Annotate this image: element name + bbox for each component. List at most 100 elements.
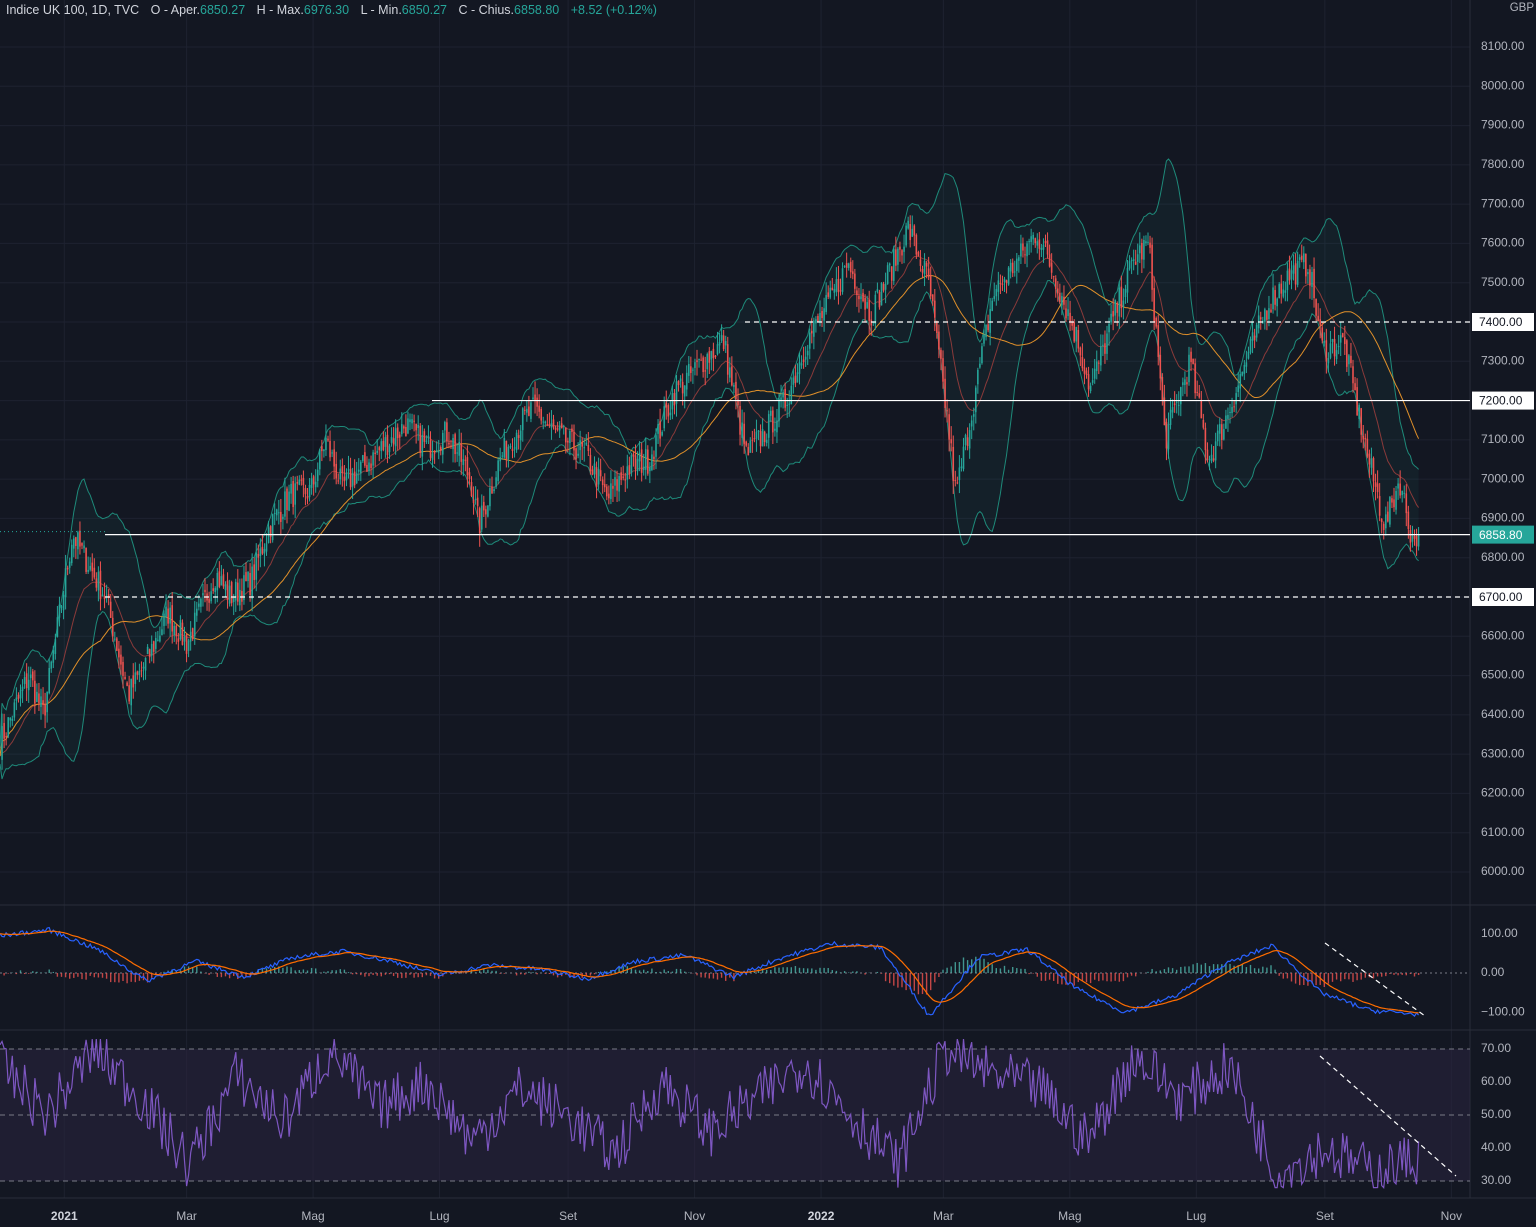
candle (907, 216, 909, 230)
candle (163, 610, 165, 635)
candle-body (269, 526, 272, 537)
candle (661, 430, 663, 437)
candle-body (806, 350, 809, 356)
candle-body (628, 465, 631, 475)
candle-body (257, 553, 260, 558)
candle-body (239, 589, 241, 606)
candle (323, 448, 325, 458)
candle (1300, 244, 1303, 263)
candle-body (1276, 298, 1278, 307)
candle (70, 539, 73, 566)
symbol-name[interactable]: Indice UK 100, 1D, TVC (6, 3, 140, 17)
candle (1212, 445, 1215, 463)
candle (321, 439, 323, 462)
candle (1311, 266, 1313, 300)
candle (1309, 264, 1311, 299)
candle (185, 633, 188, 663)
candle (271, 513, 274, 543)
candle (257, 544, 260, 571)
candle-body (142, 666, 145, 669)
candle-body (265, 543, 268, 552)
candle (419, 423, 422, 458)
candle-body (788, 403, 791, 405)
candle (376, 439, 378, 455)
candle-body (675, 381, 678, 404)
candle (491, 476, 493, 494)
candle (200, 597, 202, 613)
candle (696, 349, 698, 376)
candle (700, 353, 702, 361)
candle-body (1, 726, 3, 760)
candle-body (702, 357, 704, 373)
price-axis-label: 6500.00 (1481, 668, 1525, 682)
candle-body (157, 639, 159, 641)
candle (34, 670, 36, 714)
candle-body (1157, 325, 1160, 357)
candle (905, 222, 907, 248)
candle-body (907, 220, 909, 229)
candle (124, 671, 126, 680)
candle (1, 713, 3, 770)
candle (628, 456, 631, 480)
candle (448, 431, 450, 449)
candle-body (724, 340, 727, 346)
candle-body (552, 419, 555, 428)
candle (511, 438, 514, 459)
candle (1145, 235, 1147, 247)
candle (1069, 300, 1071, 331)
candle-body (595, 467, 598, 487)
candle (1083, 358, 1086, 385)
candle-body (1139, 245, 1141, 254)
candle-body (401, 424, 403, 435)
candle-body (21, 686, 24, 691)
candle-body (386, 434, 389, 456)
candle-body (1352, 366, 1354, 384)
candle-body (708, 351, 711, 363)
candle (120, 645, 122, 675)
candle (940, 347, 942, 371)
candle (745, 440, 747, 448)
candle-body (999, 283, 1002, 285)
candle-body (700, 359, 702, 361)
candle-body (460, 443, 463, 462)
candle (237, 569, 239, 606)
candle (675, 375, 678, 417)
candle (1305, 253, 1307, 284)
candle-body (517, 435, 520, 439)
candle (122, 656, 124, 689)
candle-body (1050, 262, 1053, 273)
candle-body (794, 375, 797, 384)
candle-body (591, 469, 594, 475)
candle-body (1391, 498, 1393, 503)
candle-body (663, 406, 665, 429)
candle-body (620, 472, 622, 480)
candle-body (462, 459, 465, 465)
candle-body (511, 448, 514, 452)
x-tick-label: Mar (933, 1209, 954, 1223)
candle-body (513, 447, 516, 449)
candle (17, 692, 20, 703)
candle-body (120, 654, 122, 665)
candle-body (366, 464, 368, 472)
candle-body (651, 454, 653, 471)
candle (1413, 529, 1416, 546)
candle (1372, 456, 1375, 492)
candle-body (1130, 260, 1133, 262)
candle (747, 443, 750, 456)
candle (52, 645, 55, 669)
candle-body (1335, 350, 1338, 360)
candle (909, 215, 911, 248)
candle-body (1093, 368, 1096, 379)
candle (663, 396, 665, 432)
candle (548, 412, 551, 428)
candle-body (696, 360, 698, 363)
high-label: H - Max. (256, 3, 304, 17)
candle-body (79, 530, 81, 547)
candle (152, 640, 155, 664)
candle-body (1013, 271, 1016, 273)
candle-body (1407, 511, 1410, 529)
candle (388, 443, 391, 459)
candle-body (503, 437, 506, 458)
candle (634, 444, 637, 480)
